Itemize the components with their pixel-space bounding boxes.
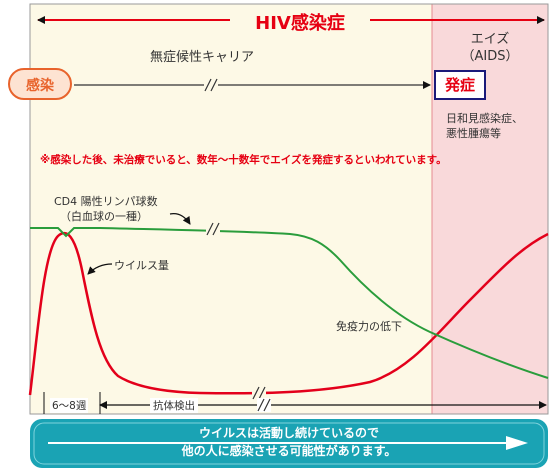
aids-phase-sublabel: （AIDS）: [461, 49, 519, 64]
cd4-label-line1: CD4 陽性リンパ球数: [54, 195, 158, 208]
infection-event-badge: 感染: [8, 68, 72, 100]
break-mark-icon: [204, 78, 218, 92]
footer-message-line1: ウイルスは活動し続けているので: [198, 426, 379, 440]
footer-arrow-icon: [506, 436, 528, 450]
virus-load-label: ウイルス量: [114, 259, 169, 272]
footer-inner-border: [33, 422, 545, 465]
virus-load-curve: [28, 231, 549, 396]
break-mark-icon: [206, 222, 220, 236]
window-period-label: 6～8週: [50, 398, 89, 413]
footer-message-line2: 他の人に感染させる可能性があります。: [181, 444, 397, 458]
chart-frame: [29, 3, 549, 415]
cd4-label-line2: （白血球の一種）: [60, 210, 148, 223]
aids-description-line1: 日和見感染症、: [446, 112, 523, 125]
aids-description-line2: 悪性腫瘍等: [446, 127, 501, 140]
aids-phase-label: エイズ: [470, 32, 510, 47]
break-mark-icon: [252, 386, 266, 400]
carrier-phase-label: 無症候性キャリア: [150, 50, 255, 65]
aids-phase-background: [432, 4, 548, 414]
onset-event-box: 発症: [434, 70, 486, 100]
cd4-pointer-arrow: [169, 213, 191, 225]
break-mark-icon: [257, 398, 271, 412]
antibody-detection-label: 抗体検出: [150, 398, 198, 413]
cd4-curve: [30, 227, 549, 379]
virus-pointer-arrow: [87, 263, 113, 275]
immunity-decline-label: 免疫力の低下: [336, 320, 402, 333]
diagram-title: HIV感染症: [232, 9, 368, 35]
progression-note: ※感染した後、未治療でいると、数年～十数年でエイズを発症するといわれています。: [40, 154, 447, 166]
